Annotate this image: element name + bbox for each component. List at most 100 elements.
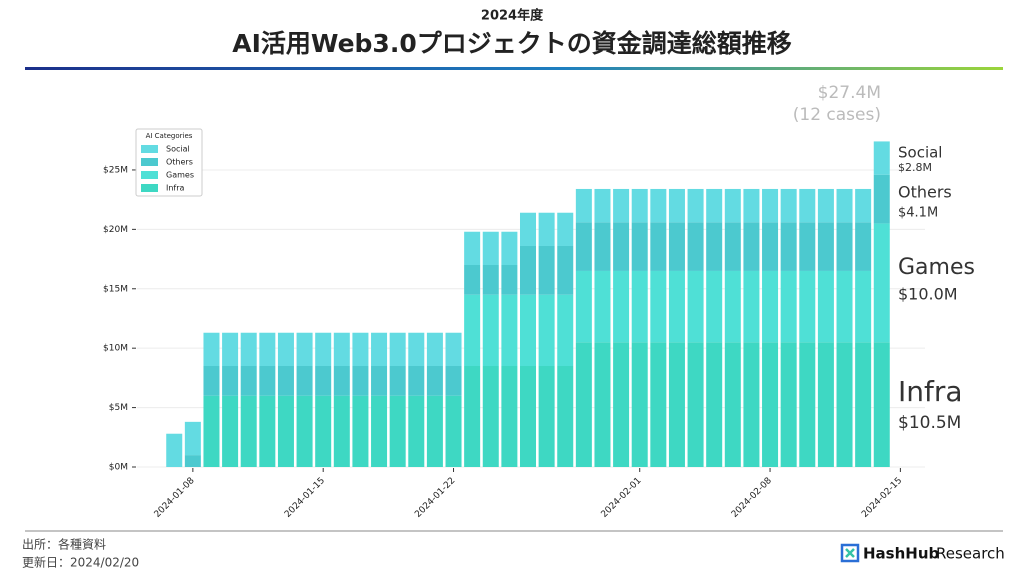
chart: $0M $5M $10M $15M $20M $25M 2024-01-08 2024-01-…	[103, 83, 975, 520]
bar-segment	[482, 366, 499, 467]
bar-segment	[873, 342, 890, 467]
bar-segment	[780, 342, 797, 467]
bar-segment	[650, 342, 667, 467]
x-tick-label: 2024-02-08	[730, 476, 774, 520]
bar-segment	[836, 270, 853, 343]
total-label: $27.4M	[818, 83, 881, 103]
bar-segment	[724, 222, 741, 271]
bar-segment	[371, 366, 388, 396]
bar-segment	[724, 342, 741, 467]
legend-label: Social	[166, 145, 190, 154]
bar-segment	[519, 294, 537, 367]
bar-segment	[222, 366, 239, 396]
bar-segment	[538, 212, 555, 246]
bar-segment	[873, 223, 890, 343]
bar-segment	[780, 188, 797, 223]
bar-segment	[426, 366, 443, 396]
bar-segment	[650, 222, 667, 271]
bar-segment	[296, 332, 313, 367]
bar-segment	[575, 270, 592, 343]
legend-swatch	[141, 145, 158, 153]
series-value-label: $10.0M	[898, 285, 958, 304]
bar-segment	[836, 222, 853, 271]
y-tick-label: $20M	[103, 225, 128, 235]
bar-segment	[408, 366, 425, 396]
brand-logo: HashHub Research	[840, 543, 1005, 563]
bar-segment	[855, 342, 872, 467]
legend-label: Infra	[166, 184, 185, 193]
bar-segment	[799, 270, 816, 343]
bar-segment	[389, 395, 406, 467]
bar-segment	[668, 222, 685, 271]
bar-segment	[631, 222, 648, 271]
bar-segment	[426, 332, 443, 367]
bar-segment	[594, 222, 611, 271]
brand-sub: Research	[936, 545, 1005, 563]
bar-segment	[259, 332, 276, 367]
bar-segment	[762, 342, 779, 467]
bar-segment	[687, 188, 704, 223]
bar-segment	[277, 332, 294, 367]
series-value-label: $2.8M	[898, 161, 932, 174]
bar-segment	[333, 366, 350, 396]
legend-label: Games	[166, 171, 194, 180]
bar-segment	[594, 188, 611, 223]
brand-main: HashHub	[863, 545, 940, 563]
legend-swatch	[141, 171, 158, 179]
logo-icon	[840, 543, 860, 563]
bar-segment	[836, 342, 853, 467]
series-label: Infra	[898, 375, 963, 408]
legend-label: Others	[166, 158, 193, 167]
y-tick-label: $15M	[103, 284, 128, 294]
bar-segment	[408, 332, 425, 367]
bar-segment	[817, 188, 834, 223]
bar-segment	[482, 265, 499, 295]
bar-segment	[724, 270, 741, 343]
bar-segment	[873, 141, 890, 175]
bar-segment	[222, 332, 239, 367]
bar-segment	[557, 294, 574, 367]
bar-segment	[650, 270, 667, 343]
bar-segment	[855, 222, 872, 271]
bar-segment	[352, 395, 369, 467]
bar-segment	[389, 332, 406, 367]
bar-segment	[445, 332, 462, 367]
bar-segment	[743, 342, 760, 467]
bar-segment	[594, 342, 611, 467]
x-tick-label: 2024-01-22	[413, 476, 457, 520]
bar-segment	[557, 212, 574, 246]
x-tick-label: 2024-02-01	[600, 476, 644, 520]
bar-segment	[352, 366, 369, 396]
bar-segment	[445, 395, 462, 467]
bar-segment	[799, 188, 816, 223]
bar-segment	[855, 188, 872, 223]
bar-segment	[482, 294, 499, 367]
bar-segment	[464, 231, 481, 266]
bar-segment	[538, 294, 555, 367]
bar-segment	[389, 366, 406, 396]
bar-segment	[315, 366, 332, 396]
bar-segment	[836, 188, 853, 223]
bar-segment	[613, 188, 630, 223]
bar-segment	[259, 366, 276, 396]
bar-segment	[873, 174, 890, 224]
bar-segment	[817, 270, 834, 343]
bar-segment	[333, 332, 350, 367]
bar-segment	[501, 366, 518, 467]
y-tick-label: $10M	[103, 344, 128, 354]
bar-segment	[762, 270, 779, 343]
bar-segment	[519, 212, 537, 246]
bar-segment	[762, 188, 779, 223]
bar-segment	[631, 342, 648, 467]
legend-swatch	[141, 158, 158, 166]
bar-segment	[240, 366, 257, 396]
y-tick-label: $0M	[109, 463, 128, 473]
bar-segment	[557, 245, 574, 295]
bar-segment	[445, 366, 462, 396]
bar-segment	[352, 332, 369, 367]
bar-segment	[277, 366, 294, 396]
bar-segment	[482, 231, 499, 266]
title: AI活用Web3.0プロジェクトの資金調達総額推移	[232, 29, 791, 58]
bar-segment	[203, 366, 220, 396]
